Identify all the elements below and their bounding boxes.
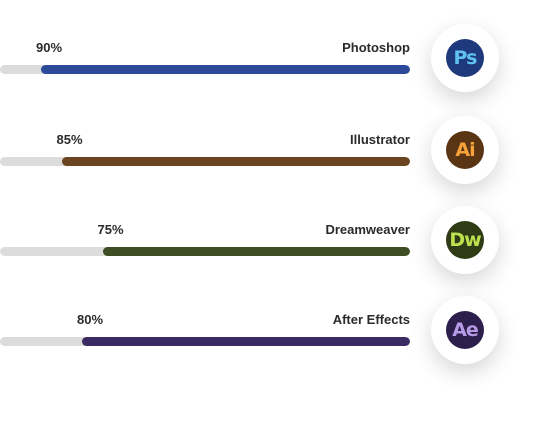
- skill-percent-label: 90%: [36, 40, 63, 55]
- skill-progress-track: [0, 247, 410, 256]
- skill-name: Illustrator: [350, 132, 410, 147]
- skill-progress-fill: [82, 337, 410, 346]
- skill-progress-fill: [102, 247, 410, 256]
- illustrator-icon: Ai: [446, 131, 484, 169]
- skill-percent-label: 85%: [56, 132, 83, 147]
- skill-name: Dreamweaver: [325, 222, 410, 237]
- photoshop-icon: Ps: [446, 39, 484, 77]
- skill-progress-fill: [41, 65, 410, 74]
- skill-icon-badge: Ps: [431, 24, 499, 92]
- skill-name: Photoshop: [342, 40, 410, 55]
- skill-row: 75% Dreamweaver Dw: [0, 206, 547, 302]
- skill-progress-track: [0, 65, 410, 74]
- after-effects-icon: Ae: [446, 311, 484, 349]
- dreamweaver-icon: Dw: [446, 221, 484, 259]
- skill-icon-badge: Dw: [431, 206, 499, 274]
- skill-row: 90% Photoshop Ps: [0, 24, 547, 120]
- skill-progress-track: [0, 157, 410, 166]
- skill-progress-track: [0, 337, 410, 346]
- skill-name: After Effects: [332, 312, 410, 327]
- skill-icon-badge: Ae: [431, 296, 499, 364]
- skill-icon-badge: Ai: [431, 116, 499, 184]
- skill-percent-label: 75%: [97, 222, 124, 237]
- skill-row: 85% Illustrator Ai: [0, 116, 547, 212]
- skill-row: 80% After Effects Ae: [0, 296, 547, 392]
- skill-progress-fill: [61, 157, 410, 166]
- skill-percent-label: 80%: [77, 312, 104, 327]
